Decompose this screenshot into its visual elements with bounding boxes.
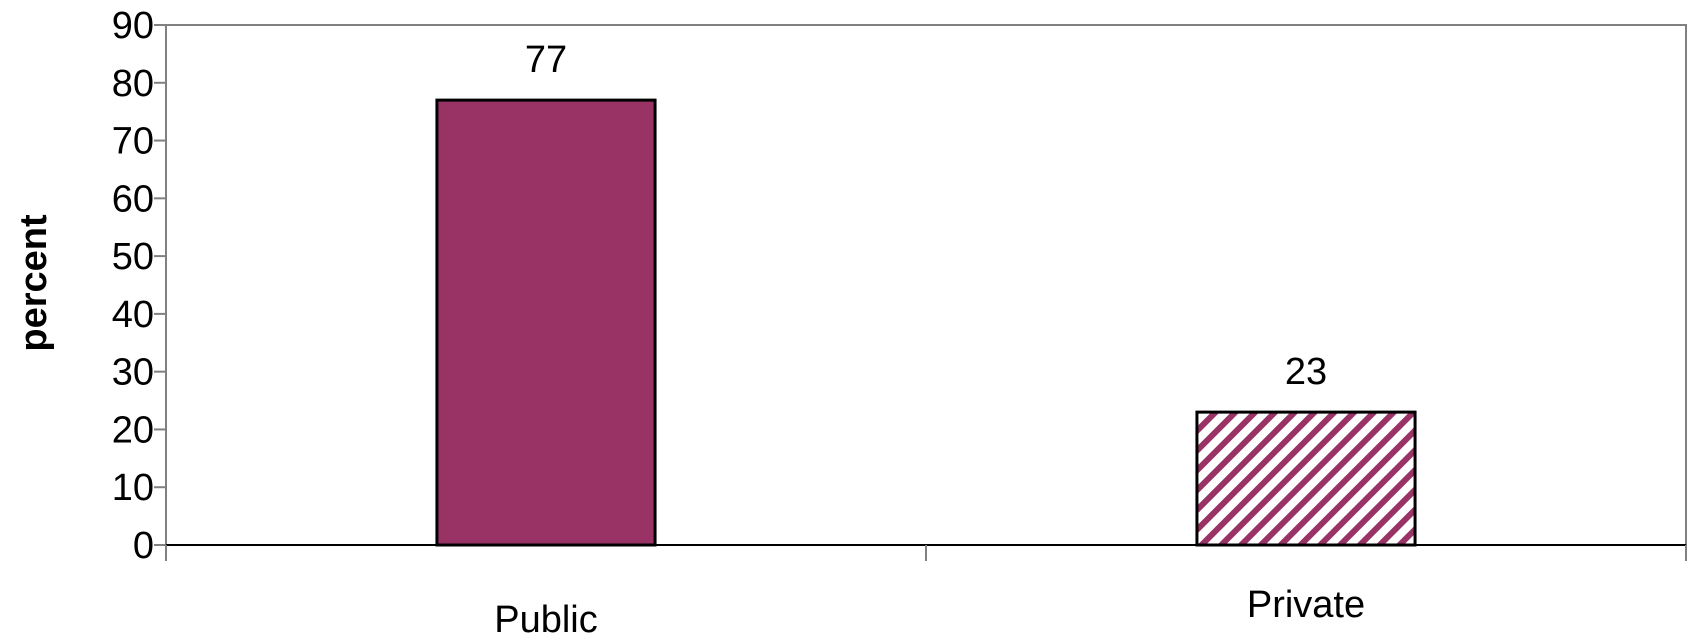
y-tick-label: 80 <box>112 63 154 105</box>
y-tick-label: 30 <box>112 352 154 394</box>
x-axis <box>165 544 1687 561</box>
y-tick-label: 0 <box>133 525 154 567</box>
data-labels: 77 23 <box>525 39 1327 393</box>
bar-private <box>1195 410 1417 547</box>
data-label: 23 <box>1285 351 1327 393</box>
y-tick-label: 40 <box>112 294 154 336</box>
data-label: 77 <box>525 39 567 81</box>
y-tick-label: 90 <box>112 5 154 47</box>
plot-area <box>165 24 1687 546</box>
y-tick-label: 50 <box>112 236 154 278</box>
y-tick-label: 10 <box>112 467 154 509</box>
y-tick-label: 60 <box>112 178 154 220</box>
category-label: Private <box>1247 584 1365 626</box>
y-tick-label: 70 <box>112 121 154 163</box>
category-label: Public <box>494 599 598 640</box>
bars <box>435 98 1417 547</box>
y-tick-label: 20 <box>112 409 154 451</box>
y-axis: 0 10 20 30 40 50 60 70 80 90 <box>112 5 167 567</box>
category-labels: Public Private <box>494 584 1365 640</box>
y-axis-title: percent <box>13 214 55 352</box>
bar-public <box>435 98 657 547</box>
